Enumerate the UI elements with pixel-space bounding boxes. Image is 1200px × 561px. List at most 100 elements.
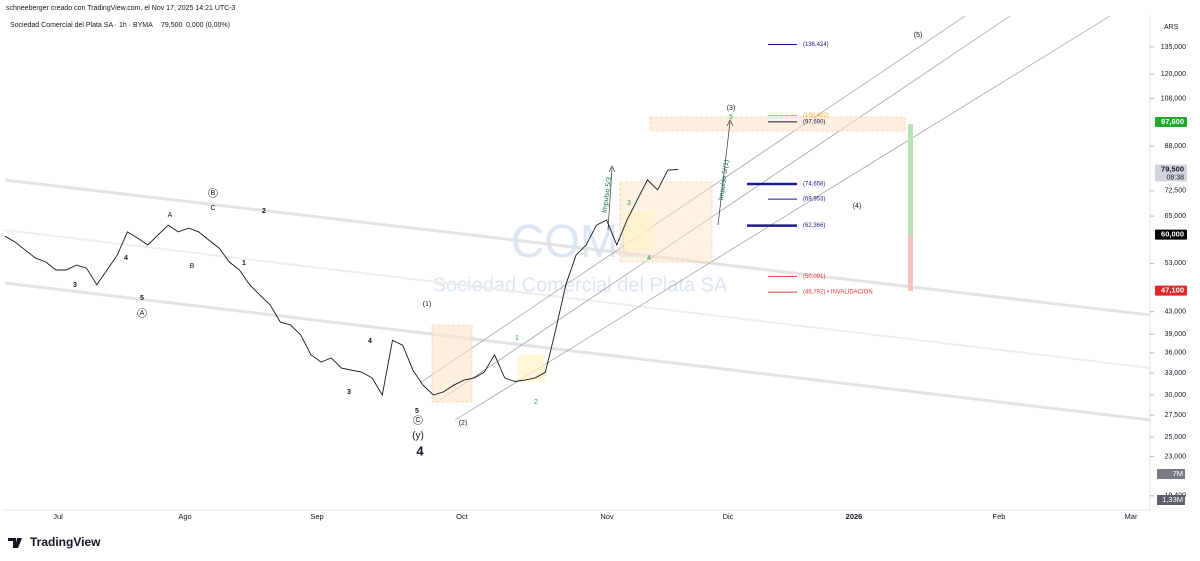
y-tick-label: 135,000 xyxy=(1161,44,1186,51)
y-tick-label: 108,000 xyxy=(1161,95,1186,102)
y-tick-label: 53,000 xyxy=(1165,260,1187,267)
wave-label: 2 xyxy=(534,399,538,406)
x-tick-label: Oct xyxy=(456,512,469,521)
y-tick-label: 39,000 xyxy=(1165,331,1187,338)
price-tag xyxy=(1155,117,1187,128)
wave-label: 3 xyxy=(347,389,351,396)
last-price: 79,500 xyxy=(161,22,183,29)
price-tag-sub: 08:38 xyxy=(1166,174,1184,181)
wave-label: B xyxy=(211,190,216,197)
volume-tag xyxy=(1157,469,1185,479)
wave-label: (1) xyxy=(423,301,432,308)
level-label: (97,690) xyxy=(803,119,825,125)
x-tick-label: Feb xyxy=(993,512,1006,521)
target-bar xyxy=(908,124,913,236)
arrow xyxy=(717,121,731,226)
x-tick-label: Sep xyxy=(310,512,323,521)
channel-line xyxy=(454,15,1111,421)
zone-box xyxy=(431,324,473,403)
volume-tag-label: 1,33M xyxy=(1162,495,1183,504)
wave-label: 5 xyxy=(140,295,144,302)
wave-circle xyxy=(208,188,218,198)
volume-tag-label: 7M xyxy=(1173,469,1183,478)
level-label: (50,091) xyxy=(803,274,825,280)
wave-label: 1 xyxy=(515,335,519,342)
arrow-head xyxy=(726,119,734,127)
wave-circle xyxy=(413,415,423,425)
trend-band xyxy=(4,178,1151,317)
y-tick-label: 65,000 xyxy=(1165,213,1187,220)
price-tag-label: 47,100 xyxy=(1161,286,1184,295)
level-label: (136,424) xyxy=(803,42,829,48)
x-tick-label: Nov xyxy=(600,512,614,521)
zone-box xyxy=(518,355,545,382)
zone-box xyxy=(624,212,654,250)
y-tick-label: 30,000 xyxy=(1165,392,1187,399)
wave-circle xyxy=(137,308,147,318)
y-tick-label: 120,000 xyxy=(1161,71,1186,78)
trend-band xyxy=(4,281,1151,422)
x-tick-label: Mar xyxy=(1125,512,1138,521)
wave-label: (2) xyxy=(459,420,468,427)
trend-band xyxy=(4,229,1151,369)
x-tick-label: Dic xyxy=(723,512,734,521)
wave-label: 1 xyxy=(242,260,246,267)
y-tick-label: 36,000 xyxy=(1165,350,1187,357)
wave-label: 4 xyxy=(368,338,372,345)
stop-bar xyxy=(908,236,913,291)
wave-label: B xyxy=(190,263,195,270)
y-tick-label: 25,000 xyxy=(1165,434,1187,441)
wave-label: 3 xyxy=(73,282,77,289)
wave-label: (4) xyxy=(853,203,862,210)
price-tag xyxy=(1155,285,1187,296)
price-tag xyxy=(1155,164,1187,182)
x-tick-label: Jul xyxy=(53,512,63,521)
y-tick-label: 43,000 xyxy=(1165,309,1187,316)
price-tag-label: 79,500 xyxy=(1161,164,1184,173)
y-tick-label: 23,000 xyxy=(1165,453,1187,460)
wave-label: 3 xyxy=(627,200,631,207)
currency: ARS xyxy=(1164,24,1179,31)
level-label: (100,402) xyxy=(803,113,829,119)
wave-label: 5 xyxy=(729,114,733,121)
price-tag-label: 97,600 xyxy=(1161,117,1184,126)
arrow-head xyxy=(608,165,616,173)
wave-label: (5) xyxy=(914,32,923,39)
wave-label: 2 xyxy=(262,208,266,215)
wave-label: (3) xyxy=(727,105,736,112)
wave-label: 4 xyxy=(416,443,424,458)
arrow xyxy=(607,167,613,231)
channel-line xyxy=(439,15,1011,401)
wave-label: 4 xyxy=(124,255,128,262)
wave-label: A xyxy=(168,212,173,219)
price-tag-label: 60,000 xyxy=(1161,230,1184,239)
level-label: (74,658) xyxy=(803,182,825,188)
y-tick-label: 88,000 xyxy=(1165,143,1187,150)
wave-label: C xyxy=(415,417,420,424)
price-tag xyxy=(1155,229,1187,240)
volume-tag xyxy=(1157,495,1185,505)
change: 0,000 (0,00%) xyxy=(186,22,230,29)
wave-label: C xyxy=(210,205,215,212)
level-label: (62,366) xyxy=(803,223,825,229)
wave-label: 5 xyxy=(415,408,419,415)
price-line xyxy=(4,169,679,397)
y-tick-label: 27,500 xyxy=(1165,412,1187,419)
wave-label: A xyxy=(140,310,145,317)
wave-label: 4 xyxy=(647,255,651,262)
x-tick-label: 2026 xyxy=(846,512,863,521)
y-tick-label: 72,500 xyxy=(1165,188,1187,195)
level-label: (69,953) xyxy=(803,197,825,203)
credit: schneeberger creado con TradingView.com,… xyxy=(6,5,236,12)
wave-label: Impulso 5/3 xyxy=(601,177,613,214)
x-tick-label: Ago xyxy=(178,512,191,521)
brand-logo xyxy=(8,538,22,548)
y-tick-label: 33,000 xyxy=(1165,370,1187,377)
chart-title: Sociedad Comercial del Plata SA · 1h · B… xyxy=(10,22,153,29)
brand: TradingView xyxy=(30,535,101,549)
level-label: (46,792) • INVALIDACIÓN xyxy=(803,289,873,296)
zone-box xyxy=(649,116,906,132)
wave-label: (y) xyxy=(412,431,424,442)
